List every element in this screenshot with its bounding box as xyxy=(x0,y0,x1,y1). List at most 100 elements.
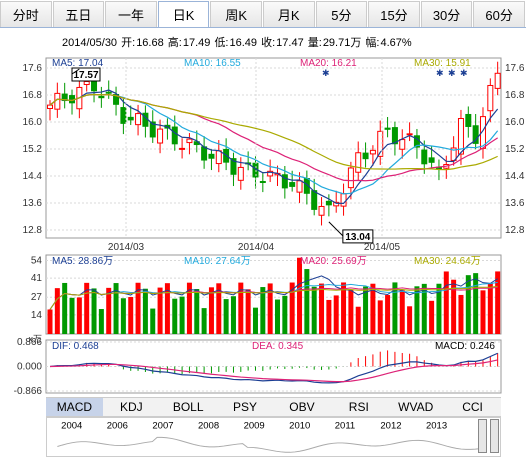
volume-bar xyxy=(495,271,501,334)
volume-bar xyxy=(238,282,244,334)
volume-bar xyxy=(451,279,457,334)
candle-body xyxy=(237,166,244,181)
volume-bar xyxy=(128,297,134,334)
tab-6[interactable]: 5分 xyxy=(315,1,368,27)
volume-bar xyxy=(282,295,288,334)
dif-legend: DIF: 0.468 xyxy=(52,341,99,352)
price-axis-right-label: 15.2 xyxy=(505,144,525,155)
kline-chart[interactable]: 17.6 17.6 16.8 16.8 16.0 16.0 15.2 15.2 14.4 14.4… xyxy=(0,48,526,396)
date-label: 2014/05 xyxy=(364,242,401,253)
macd-axis-label: 0.866 xyxy=(17,337,42,348)
candle-body xyxy=(399,139,406,150)
quote-change: 4.67% xyxy=(380,37,412,49)
candle-body xyxy=(186,138,193,144)
volume-bar xyxy=(333,295,339,334)
candle-body xyxy=(340,193,347,207)
volume-bar xyxy=(179,296,185,334)
volume-bar xyxy=(113,283,119,334)
star-icon: ✱ xyxy=(436,68,444,78)
indicator-tab-macd[interactable]: MACD xyxy=(46,398,103,416)
ma20-legend: MA20: 16.21 xyxy=(300,58,357,69)
tab-9[interactable]: 60分 xyxy=(473,1,525,27)
vol-ma10-legend: MA10: 27.64万 xyxy=(184,256,251,267)
star-icon: ✱ xyxy=(322,68,330,78)
quote-date: 2014/05/30 xyxy=(62,37,118,49)
indicator-tab-kdj[interactable]: KDJ xyxy=(119,400,143,414)
timeline-year-label: 2007 xyxy=(152,420,173,431)
price-axis-left-label: 14.4 xyxy=(23,171,43,182)
indicator-tab-cci[interactable]: CCI xyxy=(462,400,483,414)
volume-bar xyxy=(289,282,295,334)
volume-bar xyxy=(407,306,413,334)
quote-volume: 29.71万 xyxy=(322,37,362,49)
quote-low: 16.49 xyxy=(229,37,258,49)
timeline-year-label: 2012 xyxy=(380,420,401,431)
indicator-tab-rsi[interactable]: RSI xyxy=(348,400,369,414)
candle-body xyxy=(259,181,266,184)
volume-bar xyxy=(62,282,68,334)
candle-body xyxy=(127,116,134,121)
candle-body xyxy=(362,152,369,160)
indicator-tab-boll[interactable]: BOLL xyxy=(172,400,204,414)
tab-5[interactable]: 月K xyxy=(262,1,315,27)
quote-open: 16.68 xyxy=(136,37,164,49)
volume-bar xyxy=(223,299,229,334)
timeline-year-label: 2006 xyxy=(107,420,128,431)
tab-8[interactable]: 30分 xyxy=(420,1,473,27)
candle-body xyxy=(311,190,318,210)
volume-bar xyxy=(69,297,75,334)
volume-bar xyxy=(443,271,449,334)
quote-bar: 2014/05/30 开:16.68 高:17.49 低:16.49 收:17.… xyxy=(62,34,413,50)
candle-body xyxy=(428,157,435,163)
timeline-year-label: 2013 xyxy=(426,420,447,431)
volume-bar xyxy=(414,286,420,334)
volume-axis-label: 41 xyxy=(31,273,43,284)
volume-bar xyxy=(150,308,156,334)
candle-body xyxy=(230,158,237,175)
high-marker-leader xyxy=(71,68,80,75)
tab-1[interactable]: 五日 xyxy=(52,1,105,27)
tab-7[interactable]: 15分 xyxy=(368,1,420,27)
volume-bar xyxy=(157,287,163,334)
volume-bar xyxy=(106,287,112,334)
volume-bar xyxy=(267,283,273,334)
candle-body xyxy=(465,113,472,127)
price-axis-left-label: 12.8 xyxy=(23,225,43,236)
tab-0[interactable]: 分时 xyxy=(0,1,52,27)
dif-line xyxy=(49,352,498,384)
volume-bar xyxy=(76,297,82,334)
timeline-left-handle[interactable] xyxy=(478,419,487,453)
volume-bar xyxy=(348,289,354,334)
ma10-legend: MA10: 16.55 xyxy=(184,58,241,69)
volume-bar xyxy=(480,290,486,334)
volume-bar xyxy=(385,295,391,334)
candle-body xyxy=(201,146,208,161)
indicator-tab-wvad[interactable]: WVAD xyxy=(398,400,434,414)
volume-axis-label: 54 xyxy=(31,255,43,266)
tab-4[interactable]: 周K xyxy=(210,1,262,27)
indicator-tab-obv[interactable]: OBV xyxy=(289,400,315,414)
tab-2[interactable]: 一年 xyxy=(105,1,157,27)
volume-bar xyxy=(186,282,192,334)
volume-bar xyxy=(194,289,200,334)
volume-bar xyxy=(91,288,97,334)
timeline-right-handle[interactable] xyxy=(490,419,499,453)
volume-bar xyxy=(363,286,369,334)
volume-bar xyxy=(172,298,178,334)
volume-bar xyxy=(245,289,251,334)
candle-body xyxy=(171,126,178,145)
volume-bar xyxy=(84,282,90,334)
timeline-year-label: 2004 xyxy=(61,420,82,431)
timeline-year-label: 2009 xyxy=(244,420,265,431)
history-timeline[interactable]: 2004 2006 2007 2008 2009 2010 2011 2012 2013 xyxy=(46,417,501,457)
candle-body xyxy=(391,127,398,145)
ma5-legend: MA5: 17.04 xyxy=(52,58,104,69)
quote-low-label: 低: xyxy=(214,37,229,49)
candle-body xyxy=(355,152,362,173)
candle-body xyxy=(267,170,274,177)
tab-3[interactable]: 日K xyxy=(157,1,210,27)
quote-close: 17.47 xyxy=(276,37,304,49)
indicator-tab-psy[interactable]: PSY xyxy=(233,400,258,414)
candle-body xyxy=(61,93,68,102)
candle-body xyxy=(47,104,53,109)
